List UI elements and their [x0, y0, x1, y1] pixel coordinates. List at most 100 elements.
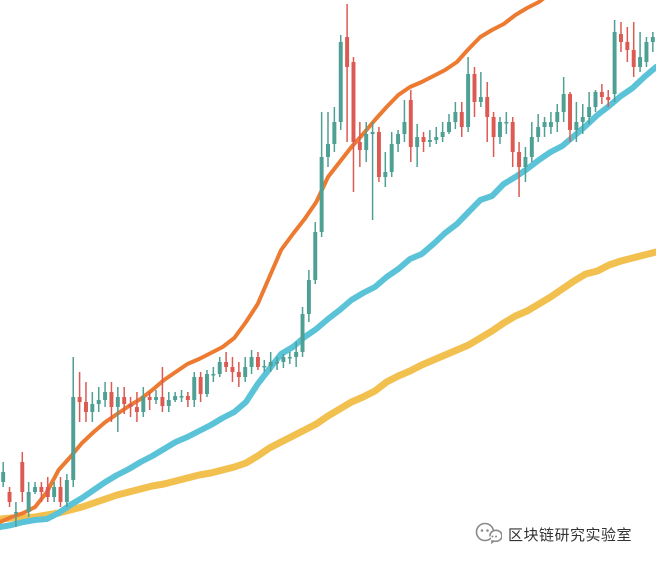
candle — [466, 57, 471, 132]
candle — [555, 104, 560, 132]
candle — [268, 352, 273, 372]
candle-body — [548, 122, 553, 127]
candle — [529, 122, 534, 162]
candle — [497, 117, 502, 144]
candle-body — [84, 402, 88, 412]
candle-body — [472, 74, 477, 102]
candle — [510, 117, 515, 167]
watermark: 区块链研究实验室 — [474, 520, 632, 548]
candle-body — [7, 492, 12, 502]
candle — [224, 352, 229, 372]
candle-body — [618, 34, 623, 42]
candle — [275, 357, 280, 370]
candle — [421, 132, 426, 152]
ma-mid-line — [0, 64, 656, 530]
candle — [185, 392, 190, 407]
candle-body — [447, 122, 451, 132]
candle — [141, 387, 146, 417]
candle — [71, 357, 76, 487]
candle-body — [485, 97, 490, 117]
candle — [345, 4, 350, 142]
candle-body — [205, 374, 209, 394]
candle-body — [268, 362, 273, 366]
candle-body — [402, 122, 407, 134]
candle — [459, 102, 464, 137]
candle-body — [224, 362, 229, 367]
candle — [64, 474, 69, 507]
candle-body — [389, 144, 394, 172]
candle-body — [109, 392, 114, 407]
candle — [58, 477, 63, 507]
candle-body — [71, 397, 76, 480]
candle-body — [625, 42, 630, 50]
candle — [319, 112, 324, 237]
candle-body — [13, 512, 18, 514]
candle — [383, 152, 388, 187]
candle — [243, 357, 248, 382]
candle — [447, 114, 451, 134]
candle — [255, 352, 260, 370]
candle — [179, 390, 184, 402]
candle-body — [529, 137, 534, 157]
candle-body — [313, 232, 318, 280]
candle — [472, 67, 477, 117]
candle — [103, 382, 108, 407]
candle — [77, 372, 82, 422]
candle-body — [1, 472, 6, 482]
candle-body — [255, 357, 260, 367]
candle-body — [357, 142, 362, 150]
candle — [115, 387, 120, 432]
candle — [294, 342, 299, 367]
candle-body — [275, 362, 280, 364]
candle — [338, 35, 343, 130]
candle — [192, 372, 197, 407]
candle-body — [230, 367, 235, 372]
candle — [205, 370, 209, 397]
candle — [160, 367, 165, 412]
candle — [281, 354, 286, 368]
candle — [134, 392, 139, 422]
candle-body — [434, 137, 439, 140]
candle-body — [115, 397, 120, 407]
candle-body — [198, 377, 203, 394]
candle-body — [459, 112, 464, 127]
candle — [599, 84, 604, 104]
candle — [147, 392, 152, 410]
candle — [542, 117, 547, 137]
ma-fast-line — [0, 0, 545, 524]
candle-body — [103, 392, 108, 400]
candle — [26, 482, 31, 517]
candle — [364, 122, 369, 162]
candle-body — [421, 137, 426, 142]
candle-body — [376, 132, 381, 177]
candle — [650, 32, 655, 52]
ma-slow-line — [0, 248, 656, 523]
candle — [593, 90, 598, 112]
candle-body — [236, 372, 241, 377]
candle-body — [351, 62, 356, 142]
candle — [300, 307, 305, 357]
candle-body — [593, 92, 598, 107]
candle-body — [326, 144, 330, 157]
candle — [326, 112, 330, 167]
candle-body — [300, 314, 305, 352]
candle-body — [370, 132, 375, 134]
candle — [536, 114, 541, 142]
candle — [568, 92, 572, 142]
candle-body — [262, 366, 267, 368]
candle-body — [160, 397, 165, 406]
candle-body — [542, 122, 547, 127]
candle-body — [64, 480, 69, 502]
candle — [389, 132, 394, 177]
candle — [517, 142, 522, 197]
candle-body — [415, 137, 420, 147]
candle-body — [497, 122, 502, 137]
candle — [370, 122, 375, 220]
candle — [109, 382, 114, 422]
candle-body — [612, 32, 617, 94]
candle-body — [631, 50, 636, 67]
candle-body — [52, 487, 57, 497]
candle — [166, 392, 171, 412]
candle-body — [217, 362, 222, 374]
